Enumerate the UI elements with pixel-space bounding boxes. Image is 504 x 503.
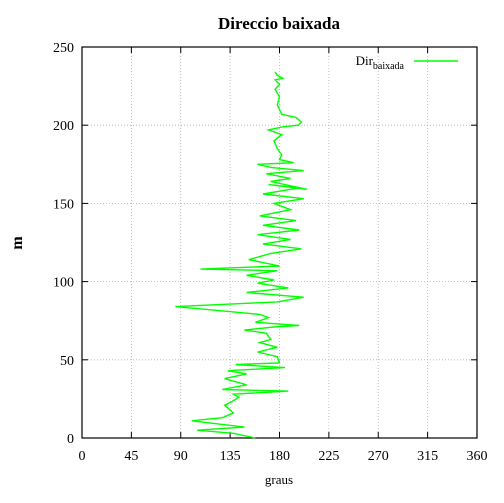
y-tick-label: 200 <box>53 119 74 134</box>
x-tick-label: 0 <box>79 449 86 464</box>
y-tick-label: 250 <box>53 41 74 56</box>
series-line-dir-baixada <box>175 71 308 439</box>
y-tick-label: 0 <box>67 432 74 447</box>
x-tick-label: 45 <box>124 449 138 464</box>
legend-label-subscript: baixada <box>373 61 405 72</box>
x-tick-label: 360 <box>467 449 488 464</box>
x-tick-label: 135 <box>220 449 241 464</box>
legend-label: Dirbaixada <box>356 53 405 72</box>
x-tick-label: 315 <box>417 449 438 464</box>
legend: Dirbaixada <box>356 53 458 72</box>
x-tick-label: 225 <box>318 449 339 464</box>
grid-lines <box>82 47 477 438</box>
x-tick-label: 270 <box>368 449 389 464</box>
x-tick-label: 180 <box>269 449 290 464</box>
chart-title: Direccio baixada <box>218 14 340 33</box>
y-tick-label: 100 <box>53 276 74 291</box>
y-tick-label: 150 <box>53 197 74 212</box>
y-tick-label: 50 <box>60 354 74 369</box>
y-axis: 0 50 100 150 200 250 <box>53 41 477 447</box>
legend-label-base: Dir <box>356 53 374 68</box>
x-tick-label: 90 <box>174 449 188 464</box>
x-axis-label: graus <box>265 472 293 487</box>
y-axis-label: m <box>9 236 26 250</box>
x-axis: 0 45 90 135 180 225 270 315 360 <box>79 47 488 464</box>
